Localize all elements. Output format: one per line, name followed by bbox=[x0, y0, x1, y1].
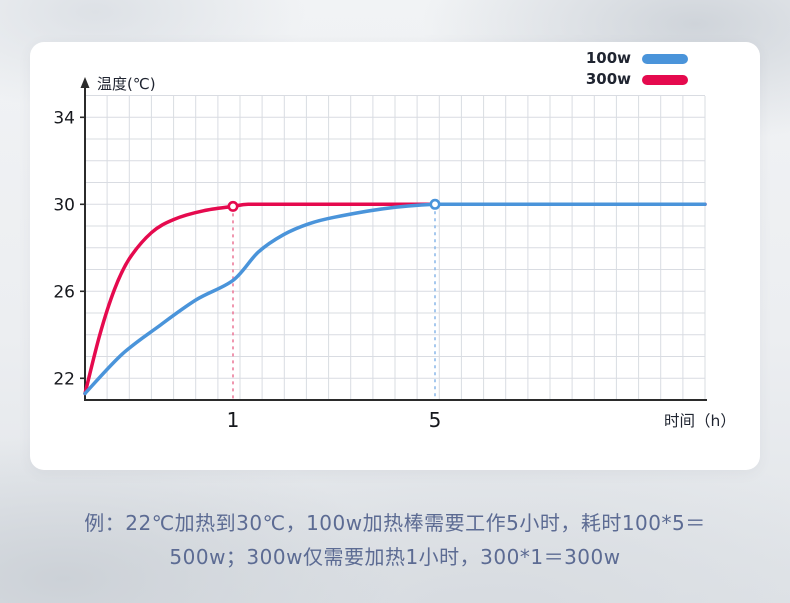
legend-item-100w: 100w bbox=[586, 51, 688, 66]
chart-svg: 22 26 30 34 1 5 温度(℃) 时间（h） bbox=[53, 75, 736, 432]
x-axis-title: 时间（h） bbox=[664, 412, 736, 430]
series-line-100w bbox=[83, 202, 707, 396]
svg-text:22: 22 bbox=[53, 369, 75, 389]
svg-text:34: 34 bbox=[53, 108, 75, 128]
legend-item-300w: 300w bbox=[586, 72, 688, 87]
legend-label-300w: 300w bbox=[585, 70, 631, 88]
chart-legend: 100w 300w bbox=[586, 51, 688, 87]
caption-line-2: 500w；300w仅需要加热1小时，300*1＝300w bbox=[169, 545, 621, 569]
legend-swatch-300w bbox=[642, 74, 688, 85]
svg-text:5: 5 bbox=[429, 408, 442, 432]
svg-text:26: 26 bbox=[53, 282, 75, 302]
marker-100w bbox=[429, 198, 441, 210]
legend-label-100w: 100w bbox=[585, 49, 631, 67]
caption-line-1: 例：22℃加热到30℃，100w加热棒需要工作5小时，耗时100*5＝ bbox=[84, 511, 706, 535]
legend-swatch-100w bbox=[642, 53, 688, 64]
caption-text: 例：22℃加热到30℃，100w加热棒需要工作5小时，耗时100*5＝ 500w… bbox=[0, 506, 790, 574]
temperature-time-line-chart: 22 26 30 34 1 5 温度(℃) 时间（h） bbox=[40, 72, 752, 444]
svg-text:1: 1 bbox=[227, 408, 240, 432]
chart-card: 100w 300w 22 26 30 34 1 5 温度(℃) 时间（h） bbox=[30, 42, 760, 470]
marker-300w bbox=[227, 200, 239, 212]
y-axis-title: 温度(℃) bbox=[97, 75, 156, 93]
svg-text:30: 30 bbox=[53, 195, 75, 215]
